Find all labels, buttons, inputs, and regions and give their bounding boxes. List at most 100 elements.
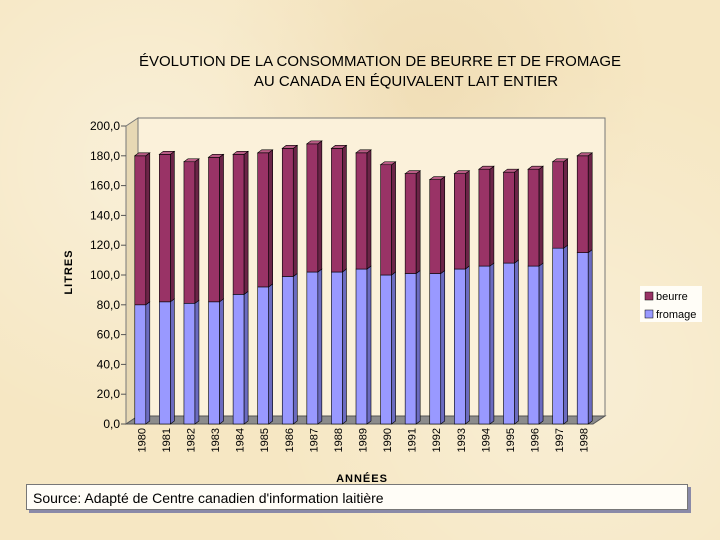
chart-title-line-1: ÉVOLUTION DE LA CONSOMMATION DE BEURRE E… bbox=[138, 53, 621, 70]
bar-fromage-1980-front bbox=[134, 304, 147, 425]
x-tick-label: 1993 bbox=[456, 428, 468, 452]
bar-fromage-1985 bbox=[257, 283, 273, 425]
x-tick-label: 1981 bbox=[161, 428, 173, 452]
bar-fromage-1980 bbox=[134, 301, 151, 425]
bar-fromage-1996-front bbox=[527, 265, 540, 425]
bar-beurre-1996-top bbox=[527, 165, 544, 170]
y-tick-label: 140,0 bbox=[90, 208, 120, 222]
bar-beurre-1996-side bbox=[538, 165, 544, 267]
bar-beurre-1998 bbox=[576, 152, 594, 254]
bar-beurre-1992-front bbox=[429, 179, 442, 274]
bar-beurre-1982-side bbox=[194, 158, 200, 304]
bar-beurre-1981 bbox=[158, 150, 176, 303]
bar-fromage-1997-front bbox=[552, 247, 564, 425]
bar-beurre-1988-side bbox=[342, 144, 347, 273]
bar-beurre-1993-side bbox=[465, 170, 470, 270]
bar-fromage-1993 bbox=[454, 265, 470, 425]
y-tick-label: 200,0 bbox=[90, 119, 120, 133]
bar-beurre-1995-top bbox=[502, 168, 520, 173]
bars bbox=[133, 140, 594, 425]
bar-beurre-1991-front bbox=[404, 173, 417, 274]
bar-beurre-1994-side bbox=[489, 165, 495, 267]
bar-beurre-1995-front bbox=[503, 171, 515, 264]
source-note: Source: Adapté de Centre canadien d'info… bbox=[26, 484, 688, 510]
bar-beurre-1995-side bbox=[514, 168, 519, 264]
bar-beurre-1989-front bbox=[355, 152, 368, 270]
bar-fromage-1987 bbox=[306, 268, 323, 425]
bar-beurre-1997-front bbox=[552, 161, 564, 249]
bar-fromage-1986-front bbox=[281, 276, 294, 425]
bar-beurre-1985-front bbox=[257, 152, 269, 288]
bar-beurre-1984-top bbox=[232, 151, 250, 155]
y-tick-label: 80,0 bbox=[97, 298, 121, 312]
bar-beurre-1990-front bbox=[380, 164, 392, 276]
bar-fromage-1989-side bbox=[366, 265, 372, 425]
x-tick-label: 1995 bbox=[505, 428, 517, 452]
bar-beurre-1986-top bbox=[281, 145, 299, 149]
bar-beurre-1992-top bbox=[428, 176, 446, 180]
legend-label-beurre: beurre bbox=[656, 291, 688, 303]
bar-fromage-1981-side bbox=[170, 298, 175, 425]
bar-fromage-1984 bbox=[232, 290, 249, 425]
bar-beurre-1990-top bbox=[379, 161, 397, 166]
bar-beurre-1987 bbox=[305, 140, 323, 273]
bar-beurre-1982-front bbox=[183, 161, 196, 304]
bar-fromage-1980-side bbox=[145, 301, 151, 425]
bar-fromage-1983-front bbox=[208, 301, 220, 425]
bar-fromage-1982-front bbox=[183, 303, 196, 425]
chart-title-line-2: AU CANADA EN ÉQUIVALENT LAIT ENTIER bbox=[253, 73, 559, 90]
x-tick-label: 1997 bbox=[554, 428, 566, 452]
bar-fromage-1993-front bbox=[454, 268, 466, 425]
bar-beurre-1994 bbox=[477, 165, 495, 267]
bar-beurre-1996-front bbox=[527, 168, 540, 267]
bar-beurre-1993-top bbox=[453, 170, 471, 174]
bar-beurre-1980-side bbox=[145, 152, 151, 306]
bar-beurre-1998-front bbox=[576, 155, 589, 253]
bar-beurre-1989-top bbox=[355, 149, 372, 154]
bar-beurre-1998-top bbox=[576, 152, 594, 157]
bar-fromage-1993-side bbox=[465, 265, 470, 425]
bar-fromage-1995-side bbox=[514, 259, 519, 425]
bar-beurre-1991-side bbox=[415, 170, 421, 275]
bar-beurre-1986-side bbox=[292, 144, 298, 278]
bar-fromage-1988-side bbox=[342, 268, 347, 425]
bar-beurre-1983-side bbox=[219, 153, 224, 303]
bar-beurre-1995 bbox=[502, 168, 520, 264]
legend-swatch-beurre bbox=[644, 291, 654, 301]
bar-beurre-1998-side bbox=[587, 152, 593, 254]
bar-fromage-1988 bbox=[331, 268, 347, 425]
bar-fromage-1982 bbox=[183, 299, 200, 425]
x-axis-ticks: 1980 1981 1982 1983 1984 1985 1986 1987 1988 1989… bbox=[136, 428, 590, 452]
bar-fromage-1995-front bbox=[503, 262, 515, 425]
bar-fromage-1988-front bbox=[331, 271, 343, 425]
bar-beurre-1991-top bbox=[404, 170, 422, 174]
bar-fromage-1985-front bbox=[257, 286, 269, 425]
bar-beurre-1985 bbox=[256, 149, 274, 288]
x-tick-label: 1991 bbox=[407, 428, 419, 452]
y-axis-ticks: 200,0 180,0 160,0 140,0 120,0 100,0 80,0 60,0 40… bbox=[90, 119, 126, 431]
bar-fromage-1982-side bbox=[194, 299, 200, 425]
bar-fromage-1984-front bbox=[232, 294, 245, 425]
bar-fromage-1991-front bbox=[404, 273, 417, 425]
bar-fromage-1998-front bbox=[576, 252, 589, 425]
x-tick-label: 1996 bbox=[530, 428, 542, 452]
bar-fromage-1998 bbox=[576, 249, 593, 425]
bar-fromage-1992 bbox=[429, 269, 446, 425]
bar-beurre-1986 bbox=[281, 144, 299, 278]
bar-beurre-1984-front bbox=[232, 154, 245, 295]
y-tick-label: 160,0 bbox=[90, 179, 120, 193]
bar-fromage-1990-front bbox=[380, 274, 392, 425]
x-axis-label: ANNÉES bbox=[336, 472, 388, 485]
bar-fromage-1992-front bbox=[429, 273, 442, 425]
bar-beurre-1987-front bbox=[306, 143, 319, 273]
bar-fromage-1991-side bbox=[415, 269, 421, 425]
bar-beurre-1981-side bbox=[170, 150, 175, 303]
bar-beurre-1990-side bbox=[391, 161, 396, 276]
bar-beurre-1996 bbox=[527, 165, 544, 267]
bar-beurre-1982 bbox=[183, 158, 200, 304]
bar-beurre-1990 bbox=[379, 161, 397, 276]
chart-title: ÉVOLUTION DE LA CONSOMMATION DE BEURRE E… bbox=[60, 52, 700, 92]
bar-fromage-1985-side bbox=[268, 283, 273, 425]
bar-beurre-1985-side bbox=[268, 149, 273, 288]
